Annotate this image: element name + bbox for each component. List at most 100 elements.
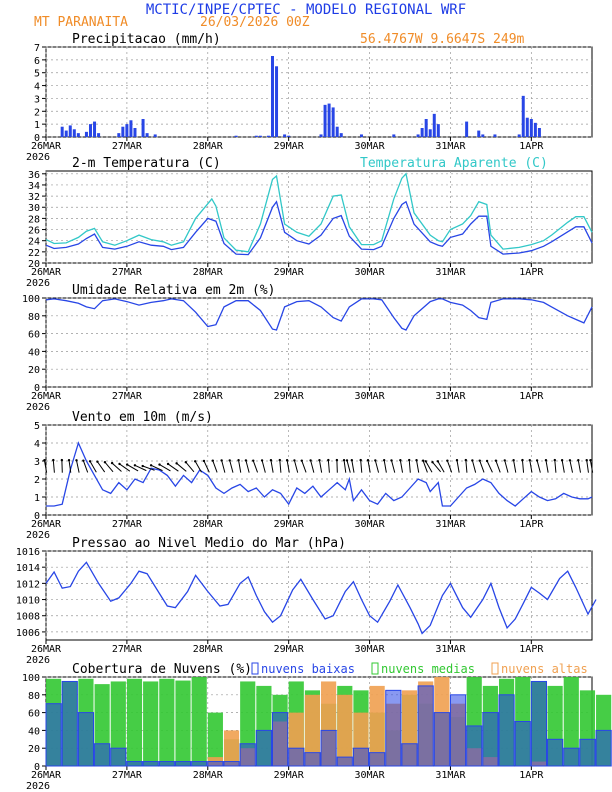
x-year-label: 2026 <box>26 152 50 163</box>
wind-arrow <box>486 460 493 473</box>
x-tick-label: 26MAR <box>31 770 62 781</box>
panel-title: 2-m Temperatura (C) <box>72 156 221 171</box>
station-coordinates: 56.4767W 9.6647S 249m <box>360 32 525 47</box>
wind-arrow-head <box>110 461 114 465</box>
wind-arrow-head <box>436 460 440 463</box>
wind-arrow <box>245 460 250 473</box>
wind-arrow <box>252 460 259 473</box>
wind-arrow-head <box>521 458 524 462</box>
cloud-bar-nuvens-baixas <box>449 694 467 767</box>
y-tick-label: 40 <box>28 347 40 358</box>
station-name: MT PARANAITA <box>34 15 128 30</box>
cloud-bar-nuvens-baixas <box>142 761 159 767</box>
x-tick-label: 28MAR <box>193 267 224 278</box>
panel-wind: 0 1 2 3 4 5 26MAR 27MAR 28MAR 29MAR 30MAR 31MAR 1APR… <box>26 410 594 541</box>
wind-arrow-head <box>431 461 434 464</box>
wind-arrow <box>176 462 187 472</box>
wind-arrow-head <box>175 462 178 465</box>
precip-bar <box>416 134 420 137</box>
y-tick-label: 1012 <box>16 579 40 590</box>
cloud-bar-nuvens-medias <box>207 712 223 766</box>
precip-bar <box>424 119 428 137</box>
plot-frame <box>45 550 593 641</box>
x-tick-label: 30MAR <box>355 267 386 278</box>
x-tick-label: 27MAR <box>112 141 143 152</box>
x-tick-label: 29MAR <box>274 770 305 781</box>
cloud-bar-nuvens-baixas <box>158 761 175 767</box>
wind-arrow-head <box>528 459 531 462</box>
panel-title: Umidade Relativa em 2m (%) <box>72 283 276 298</box>
precip-bar <box>60 126 64 137</box>
y-tick-label: 30 <box>28 203 40 214</box>
y-tick-label: 2 <box>34 475 40 486</box>
cloud-bar-nuvens-baixas <box>239 743 256 767</box>
series-line-wind-0 <box>46 441 593 507</box>
x-tick-label: 30MAR <box>355 770 386 781</box>
series-line-humidity-0 <box>45 298 593 331</box>
wind-arrow <box>343 460 347 473</box>
wind-arrow <box>589 460 594 473</box>
cloud-bar-nuvens-altas <box>337 694 353 766</box>
y-tick-label: 100 <box>22 294 40 305</box>
cloud-bar-nuvens-baixas <box>223 761 240 767</box>
x-tick-label: 31MAR <box>435 770 466 781</box>
precip-bar <box>88 124 92 137</box>
cloud-bar-nuvens-baixas <box>94 743 111 767</box>
wind-arrow <box>360 460 363 473</box>
precip-bar <box>493 134 497 137</box>
cloud-bar-nuvens-baixas <box>530 680 548 767</box>
wind-arrow-head <box>88 460 92 463</box>
panel-pressure: 1006 1008 1010 1012 1014 1016 26MAR 27MAR 28MAR 2… <box>16 536 597 666</box>
x-tick-label: 1APR <box>519 141 544 152</box>
wind-arrow <box>97 461 106 473</box>
precip-bar <box>266 135 270 137</box>
precip-bar <box>287 135 291 137</box>
wind-arrow-head <box>455 459 459 462</box>
wind-arrow-head <box>300 459 303 462</box>
wind-arrow-head <box>252 459 255 462</box>
wind-arrow <box>82 460 89 473</box>
wind-arrow-head <box>503 459 506 462</box>
wind-arrow <box>52 460 55 473</box>
y-tick-label: 0 <box>34 762 40 773</box>
precip-bar <box>270 56 274 137</box>
wind-arrow <box>119 463 131 472</box>
cloud-bar-nuvens-medias <box>159 678 175 766</box>
wind-arrow <box>43 460 48 473</box>
wind-arrow <box>104 461 114 473</box>
precip-bar <box>76 133 80 137</box>
cloud-bar-nuvens-medias <box>110 681 126 766</box>
wind-arrow-head <box>390 459 393 462</box>
y-tick-label: 3 <box>34 457 40 468</box>
y-tick-label: 1 <box>34 120 40 131</box>
y-tick-label: 60 <box>28 330 40 341</box>
wind-arrow-head <box>471 459 474 462</box>
y-tick-label: 1014 <box>16 563 40 574</box>
wind-arrow-head <box>544 459 548 462</box>
cloud-bar-nuvens-baixas <box>320 729 337 767</box>
precip-bar <box>331 107 335 137</box>
x-year-label: 2026 <box>26 781 50 792</box>
wind-arrow <box>432 461 442 473</box>
chart-main-title: MCTIC/INPE/CPTEC - MODELO REGIONAL WRF <box>146 2 466 18</box>
cloud-bar-nuvens-baixas <box>482 712 499 767</box>
x-tick-label: 27MAR <box>112 267 143 278</box>
x-year-label: 2026 <box>26 655 50 666</box>
wind-arrow <box>167 463 179 472</box>
wind-arrow <box>286 460 290 473</box>
cloud-bar-nuvens-baixas <box>61 680 78 767</box>
y-tick-label: 0 <box>34 133 40 144</box>
wind-arrow <box>327 460 330 473</box>
precip-bar <box>319 134 323 137</box>
wind-arrow <box>346 460 351 473</box>
cloud-bar-nuvens-baixas <box>77 712 95 767</box>
wind-arrow-head <box>318 459 321 462</box>
panel-humidity: 0 20 40 60 80 100 26MAR 27MAR 28MAR 29MAR 30MAR 31M… <box>22 283 593 413</box>
wind-arrow <box>194 461 202 473</box>
precip-bar <box>125 124 129 137</box>
precip-bar <box>517 134 521 137</box>
cloud-bar-nuvens-baixas <box>271 712 289 767</box>
panel-title: Pressao ao Nivel Medio do Mar (hPa) <box>72 536 346 551</box>
precip-bar <box>121 126 125 137</box>
